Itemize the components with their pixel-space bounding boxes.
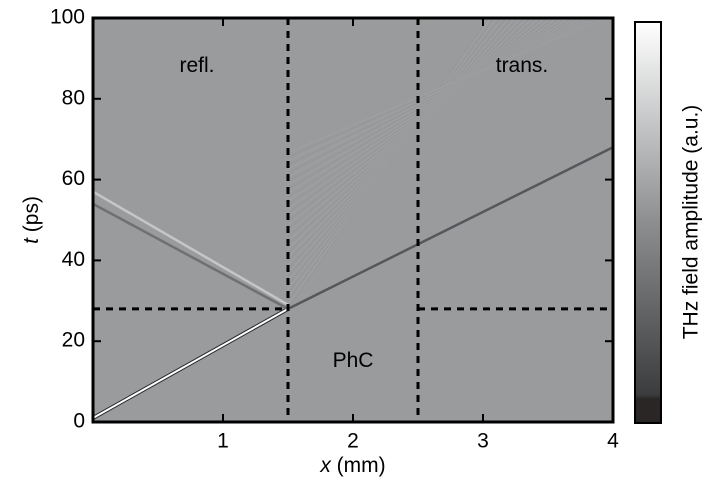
texture — [287, 17, 582, 186]
texture — [287, 17, 606, 154]
pulse — [287, 146, 614, 310]
texture — [287, 17, 564, 210]
colorbar — [634, 21, 662, 424]
texture — [287, 17, 573, 198]
texture — [287, 17, 591, 174]
texture — [287, 17, 555, 222]
x-tick-label: 4 — [607, 430, 619, 453]
y-tick-label: 60 — [62, 167, 85, 190]
annotation: trans. — [496, 54, 549, 77]
pulse — [92, 190, 289, 306]
x-label-symbol: x — [319, 454, 332, 477]
heatmap-field — [93, 18, 613, 422]
texture — [287, 17, 585, 182]
texture — [287, 17, 570, 202]
annotation: refl. — [179, 54, 214, 77]
texture — [287, 17, 567, 206]
texture — [287, 17, 543, 238]
y-tick-label: 20 — [62, 329, 85, 352]
pulse — [92, 308, 289, 419]
texture — [287, 17, 540, 242]
pulse — [92, 202, 289, 310]
y-tick-label: 100 — [50, 6, 85, 29]
x-tick-label: 1 — [217, 430, 229, 453]
texture — [287, 17, 552, 226]
x-tick-label: 2 — [347, 430, 359, 453]
x-tick-label: 3 — [477, 430, 489, 453]
x-label-unit: (mm) — [337, 454, 386, 477]
y-axis-label: t (ps) — [20, 196, 43, 244]
texture — [287, 17, 558, 218]
texture — [287, 17, 579, 190]
texture — [287, 17, 561, 214]
x-axis-label: x (mm) — [319, 454, 385, 477]
y-label-symbol: t — [20, 237, 43, 244]
texture — [287, 17, 588, 178]
colorbar-label: THz field amplitude (a.u.) — [680, 105, 703, 340]
y-tick-label: 40 — [62, 248, 85, 271]
y-tick-label: 0 — [73, 410, 85, 433]
texture — [287, 17, 576, 194]
y-tick-label: 80 — [62, 86, 85, 109]
y-label-unit: (ps) — [20, 196, 43, 232]
annotation: PhC — [333, 349, 374, 372]
